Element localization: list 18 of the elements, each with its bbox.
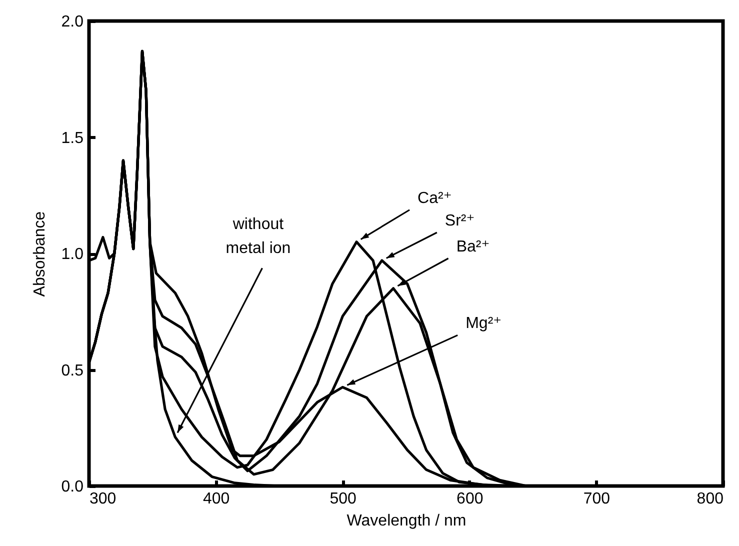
annotation: Ca²⁺ bbox=[418, 190, 452, 207]
x-tick-label: 500 bbox=[330, 490, 357, 508]
x-axis-title: Wavelength / nm bbox=[346, 512, 466, 530]
y-tick-label: 0.0 bbox=[61, 478, 84, 496]
annotation: Ba²⁺ bbox=[456, 238, 490, 256]
annotation: Sr²⁺ bbox=[444, 212, 475, 230]
annotation: Mg²⁺ bbox=[466, 315, 502, 332]
x-tick-label: 300 bbox=[90, 490, 116, 508]
y-tick-label: 1.5 bbox=[61, 130, 84, 147]
x-tick-label: 700 bbox=[583, 490, 610, 508]
y-tick-label: 0.5 bbox=[61, 362, 84, 380]
annotation: without metal ion bbox=[226, 216, 291, 258]
y-tick-label: 1.0 bbox=[61, 246, 84, 263]
x-tick-label: 400 bbox=[202, 490, 230, 508]
y-tick-label: 2.0 bbox=[61, 14, 84, 30]
y-axis-title: Absorbance bbox=[31, 211, 48, 297]
x-tick-label: 600 bbox=[456, 490, 484, 508]
x-tick-label: 800 bbox=[696, 490, 724, 508]
